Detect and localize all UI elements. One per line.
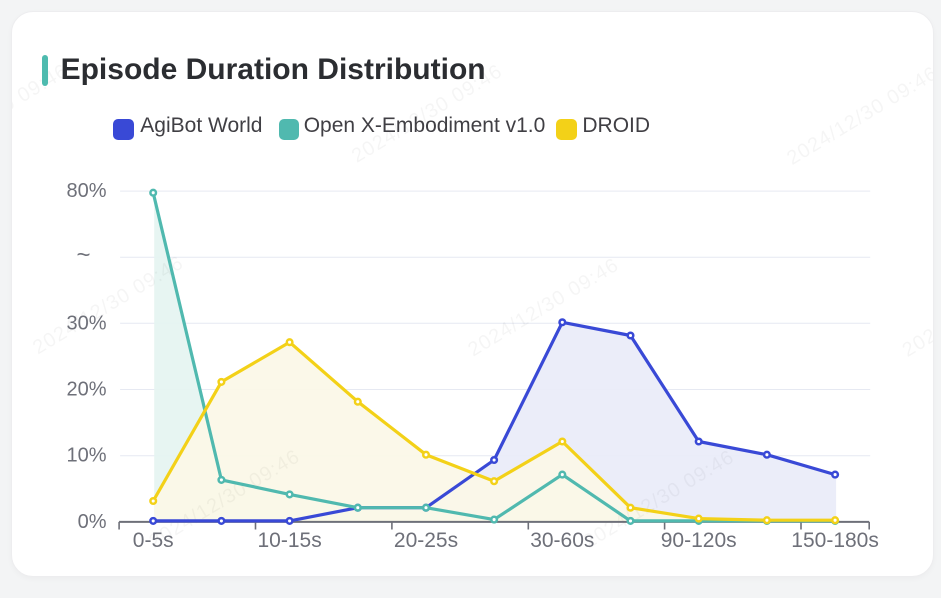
svg-text:20%: 20% (66, 379, 106, 401)
svg-text:0-5s: 0-5s (133, 529, 174, 552)
svg-text:30%: 30% (66, 312, 106, 334)
svg-text:80%: 80% (66, 180, 106, 202)
svg-text:30-60s: 30-60s (530, 529, 594, 552)
svg-text:90-120s: 90-120s (661, 529, 737, 552)
svg-text:10%: 10% (66, 445, 106, 467)
svg-text:~: ~ (76, 242, 90, 269)
svg-text:10-15s: 10-15s (257, 529, 321, 552)
svg-text:150-180s: 150-180s (791, 529, 879, 552)
svg-text:0%: 0% (78, 511, 107, 533)
svg-text:20-25s: 20-25s (394, 529, 458, 552)
